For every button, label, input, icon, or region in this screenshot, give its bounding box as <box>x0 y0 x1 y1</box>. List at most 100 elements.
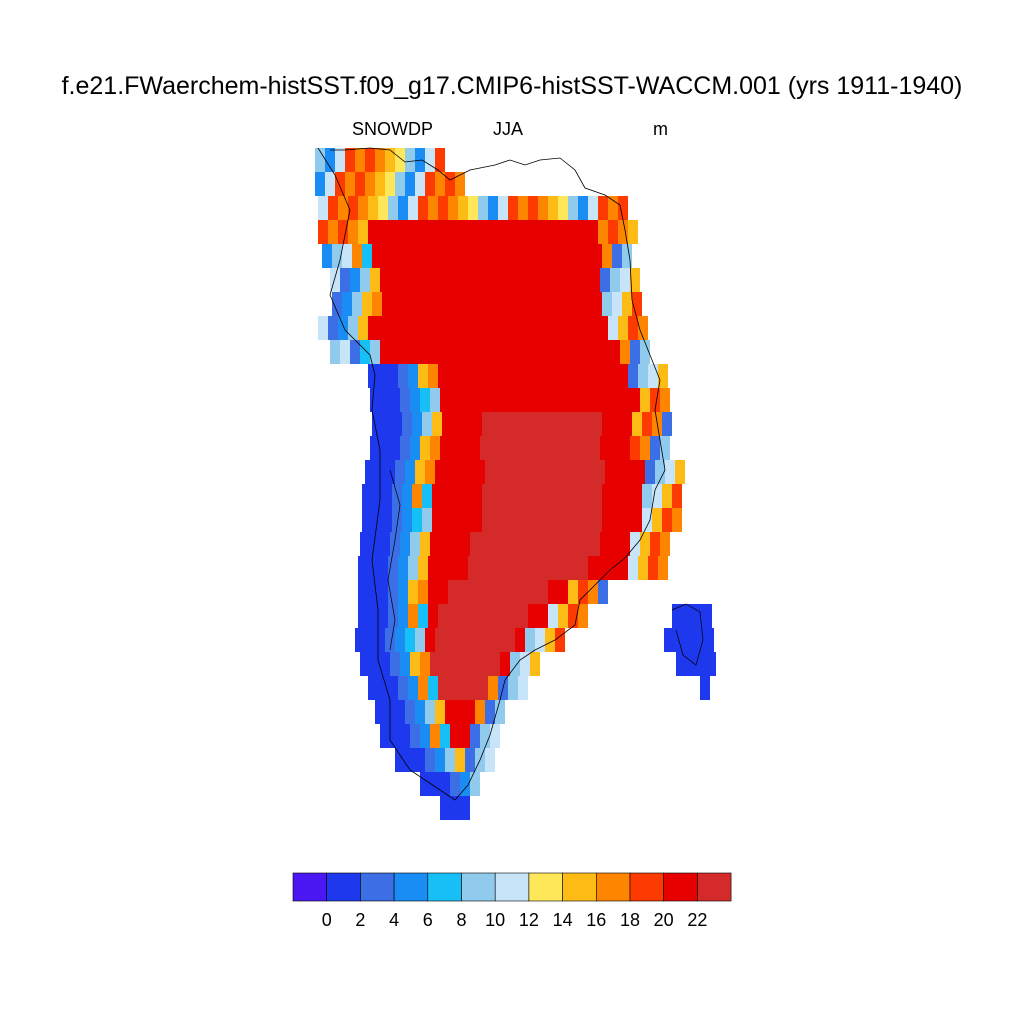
colorbar-tick-label: 10 <box>485 910 505 930</box>
map-cell <box>620 268 630 292</box>
map-cell <box>582 484 592 508</box>
map-cell <box>548 196 558 220</box>
map-cell <box>402 244 412 268</box>
map-cell <box>472 292 482 316</box>
map-cell <box>460 796 470 820</box>
map-cell <box>488 580 498 604</box>
map-cell <box>358 316 368 340</box>
map-cell <box>540 340 550 364</box>
map-cell <box>452 484 462 508</box>
map-cell <box>550 268 560 292</box>
map-cell <box>380 532 390 556</box>
map-cell <box>390 268 400 292</box>
map-cell <box>382 292 392 316</box>
map-cell <box>445 700 455 724</box>
map-cell <box>420 436 430 460</box>
map-cell <box>452 412 462 436</box>
map-cell <box>510 388 520 412</box>
map-cell <box>470 724 480 748</box>
map-cell <box>588 196 598 220</box>
map-cell <box>485 700 495 724</box>
map-cell <box>380 340 390 364</box>
map-cell <box>425 148 435 172</box>
map-cell <box>552 508 562 532</box>
map-cell <box>455 172 465 196</box>
map-cell <box>400 340 410 364</box>
map-cell <box>355 148 365 172</box>
map-cell <box>440 388 450 412</box>
map-cell <box>468 220 478 244</box>
map-cell <box>520 652 530 676</box>
map-cell <box>598 364 608 388</box>
map-cell <box>455 748 465 772</box>
map-cell <box>570 268 580 292</box>
map-cell <box>602 412 612 436</box>
map-cell <box>632 484 642 508</box>
map-cell <box>410 268 420 292</box>
map-cell <box>568 556 578 580</box>
map-cell <box>430 268 440 292</box>
map-cell <box>630 268 640 292</box>
map-cell <box>548 556 558 580</box>
map-cell <box>440 652 450 676</box>
map-cell <box>528 364 538 388</box>
map-cell <box>672 484 682 508</box>
map-cell <box>438 196 448 220</box>
map-cell <box>322 244 332 268</box>
map-cell <box>395 700 405 724</box>
map-cell <box>472 412 482 436</box>
map-cell <box>348 316 358 340</box>
map-cell <box>532 292 542 316</box>
map-cell <box>428 580 438 604</box>
map-cell <box>538 316 548 340</box>
map-cell-iceland <box>704 628 714 652</box>
map-cell <box>510 436 520 460</box>
map-cell <box>588 580 598 604</box>
map-cell <box>430 532 440 556</box>
map-cell <box>475 700 485 724</box>
map-cell <box>570 388 580 412</box>
map-cell <box>412 484 422 508</box>
map-cell <box>518 220 528 244</box>
map-cell <box>415 700 425 724</box>
map-cell <box>458 220 468 244</box>
map-cell <box>478 220 488 244</box>
map-cell <box>502 292 512 316</box>
map-cell <box>610 268 620 292</box>
map-cell-iceland <box>692 604 702 628</box>
map-cell <box>478 556 488 580</box>
map-cell <box>600 268 610 292</box>
map-cell <box>410 340 420 364</box>
map-cell <box>548 220 558 244</box>
map-cell <box>428 196 438 220</box>
map-cell <box>392 508 402 532</box>
map-cell <box>318 316 328 340</box>
map-cell <box>488 364 498 388</box>
map-cell <box>400 388 410 412</box>
map-cell <box>332 244 342 268</box>
map-cell <box>330 340 340 364</box>
map-cell <box>505 460 515 484</box>
map-cell <box>530 388 540 412</box>
map-cell <box>638 364 648 388</box>
map-cell <box>640 436 650 460</box>
map-cell <box>495 460 505 484</box>
map-cell <box>500 340 510 364</box>
colorbar-tick-label: 22 <box>687 910 707 930</box>
map-cell <box>470 772 480 796</box>
map-cell <box>490 652 500 676</box>
map-cell <box>662 484 672 508</box>
map-cell <box>568 604 578 628</box>
map-cell <box>492 244 502 268</box>
map-cell <box>618 316 628 340</box>
map-cell <box>358 220 368 244</box>
map-cell <box>450 796 460 820</box>
map-cell <box>370 268 380 292</box>
map-cell <box>470 340 480 364</box>
map-cell <box>555 628 565 652</box>
map-cell <box>622 292 632 316</box>
map-cell <box>440 340 450 364</box>
map-cell <box>492 292 502 316</box>
iceland-coastline <box>671 603 704 666</box>
map-cell <box>358 604 368 628</box>
